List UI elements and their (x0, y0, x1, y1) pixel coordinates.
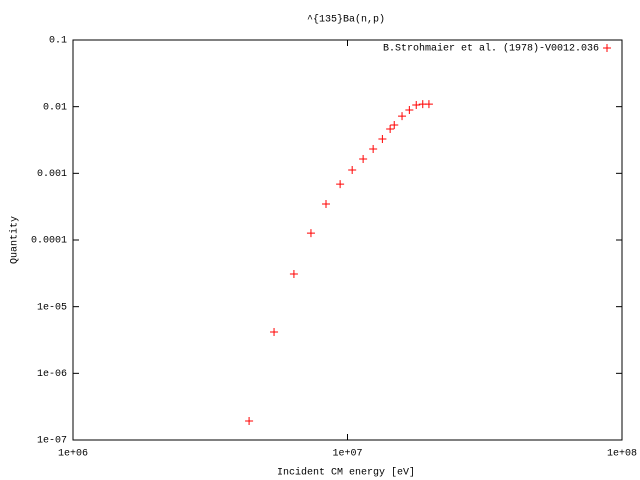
data-point (369, 144, 378, 153)
data-point (289, 270, 298, 279)
data-point (378, 135, 387, 144)
x-axis-label: Incident CM energy [eV] (277, 467, 415, 479)
y-tick-label: 1e-07 (37, 436, 67, 447)
y-tick-label: 0.001 (37, 169, 67, 180)
y-tick-label: 1e-06 (37, 369, 67, 380)
y-axis-label: Quantity (9, 216, 21, 264)
legend-label: B.Strohmaier et al. (1978)-V0012.036 (383, 43, 599, 55)
x-tick-label: 1e+06 (58, 449, 88, 460)
data-point (245, 416, 254, 425)
data-point (405, 106, 414, 115)
data-point (336, 180, 345, 189)
x-tick-label: 1e+07 (332, 449, 362, 460)
plot-frame (72, 39, 623, 441)
y-tick-label: 1e-05 (37, 302, 67, 313)
data-point (306, 229, 315, 238)
legend-marker (603, 44, 611, 52)
data-point (270, 327, 279, 336)
data-point (412, 100, 421, 109)
data-point (386, 125, 395, 134)
data-point (390, 121, 399, 130)
y-tick-label: 0.0001 (31, 236, 67, 247)
chart-title: ^{135}Ba(n,p) (307, 14, 385, 26)
data-point (424, 100, 433, 109)
data-point (322, 199, 331, 208)
data-point (359, 155, 368, 164)
y-tick-label: 0.01 (43, 102, 67, 113)
data-point (398, 112, 407, 121)
y-tick-label: 0.1 (49, 36, 67, 47)
x-tick-label: 1e+08 (607, 449, 637, 460)
data-point (348, 166, 357, 175)
